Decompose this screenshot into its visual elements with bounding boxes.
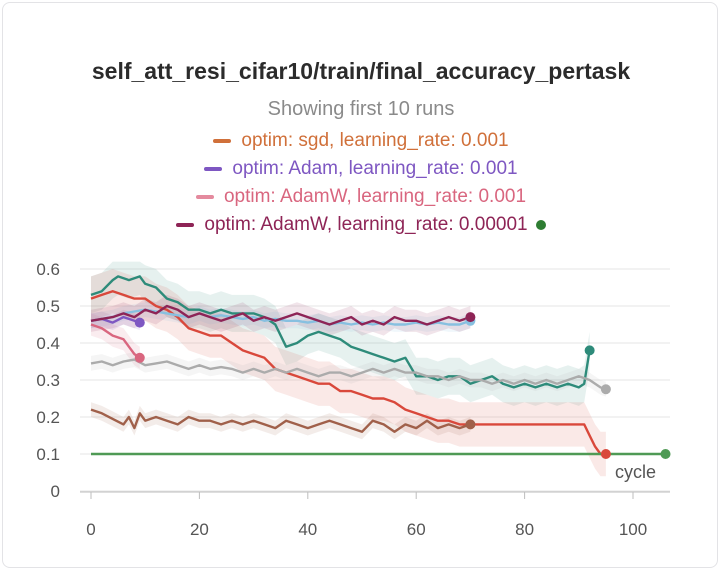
y-tick-label: 0.4 (36, 334, 60, 353)
series-line (90, 275, 591, 389)
x-tick-label: 60 (407, 520, 426, 539)
series-end-dot (600, 449, 611, 459)
legend-item-sgd[interactable]: optim: sgd, learning_rate: 0.001 (0, 127, 722, 155)
legend-swatch (176, 223, 195, 227)
series-band (91, 402, 471, 440)
chart-subtitle: Showing first 10 runs (267, 98, 455, 120)
x-tick-label: 100 (619, 520, 647, 539)
legend-swatch (204, 167, 223, 171)
x-tick-label: 0 (86, 520, 95, 539)
legend-swatch (195, 195, 214, 199)
x-axis-label: cycle (615, 462, 656, 482)
series-band (91, 313, 140, 369)
y-tick-label: 0.5 (36, 297, 60, 316)
y-tick-label: 0.3 (36, 371, 60, 390)
series-line (90, 323, 141, 359)
series-end-dot (660, 449, 671, 459)
error-bands (91, 261, 606, 477)
series-end-dots (134, 312, 671, 459)
series-end-dot (584, 345, 595, 356)
legend-item-adamw[interactable]: optim: AdamW, learning_rate: 0.001 (0, 183, 722, 211)
legend-item-adam[interactable]: optim: Adam, learning_rate: 0.001 (0, 155, 722, 183)
axes: 0 0.1 0.2 0.3 0.4 0.5 0.6 0 20 40 60 80 100 (36, 260, 670, 539)
y-tick-label: 0 (51, 482, 60, 501)
legend-label: optim: AdamW, learning_rate: 0.00001 (204, 214, 528, 235)
legend-label: optim: Adam, learning_rate: 0.001 (232, 158, 518, 179)
x-tick-label: 40 (298, 520, 317, 539)
series-band (91, 261, 590, 406)
y-tick-label: 0.6 (36, 260, 60, 279)
legend-label: optim: sgd, learning_rate: 0.001 (241, 130, 509, 151)
series-end-dot (600, 384, 611, 395)
legend-label: optim: AdamW, learning_rate: 0.001 (223, 186, 527, 207)
legend-swatch (213, 139, 232, 143)
y-tick-label: 0.2 (36, 408, 60, 427)
series-end-dot (465, 312, 476, 323)
series-end-dot (134, 317, 145, 328)
x-tick-label: 80 (515, 520, 534, 539)
chart-title: self_att_resi_cifar10/train/final_accura… (91, 58, 631, 84)
x-tick-label: 20 (190, 520, 209, 539)
series-end-dot (134, 352, 145, 363)
series-line (90, 304, 471, 326)
series-line (90, 408, 471, 433)
series-line (90, 358, 607, 391)
y-tick-label: 0.1 (36, 445, 60, 464)
series-lines (90, 275, 666, 456)
legend: optim: sgd, learning_rate: 0.001 optim: … (0, 127, 722, 239)
series-line (90, 290, 606, 456)
legend-item-adamw-low-lr[interactable]: optim: AdamW, learning_rate: 0.00001 (0, 211, 722, 239)
series-end-dot (465, 419, 476, 430)
run-status-dot-icon (535, 220, 546, 230)
